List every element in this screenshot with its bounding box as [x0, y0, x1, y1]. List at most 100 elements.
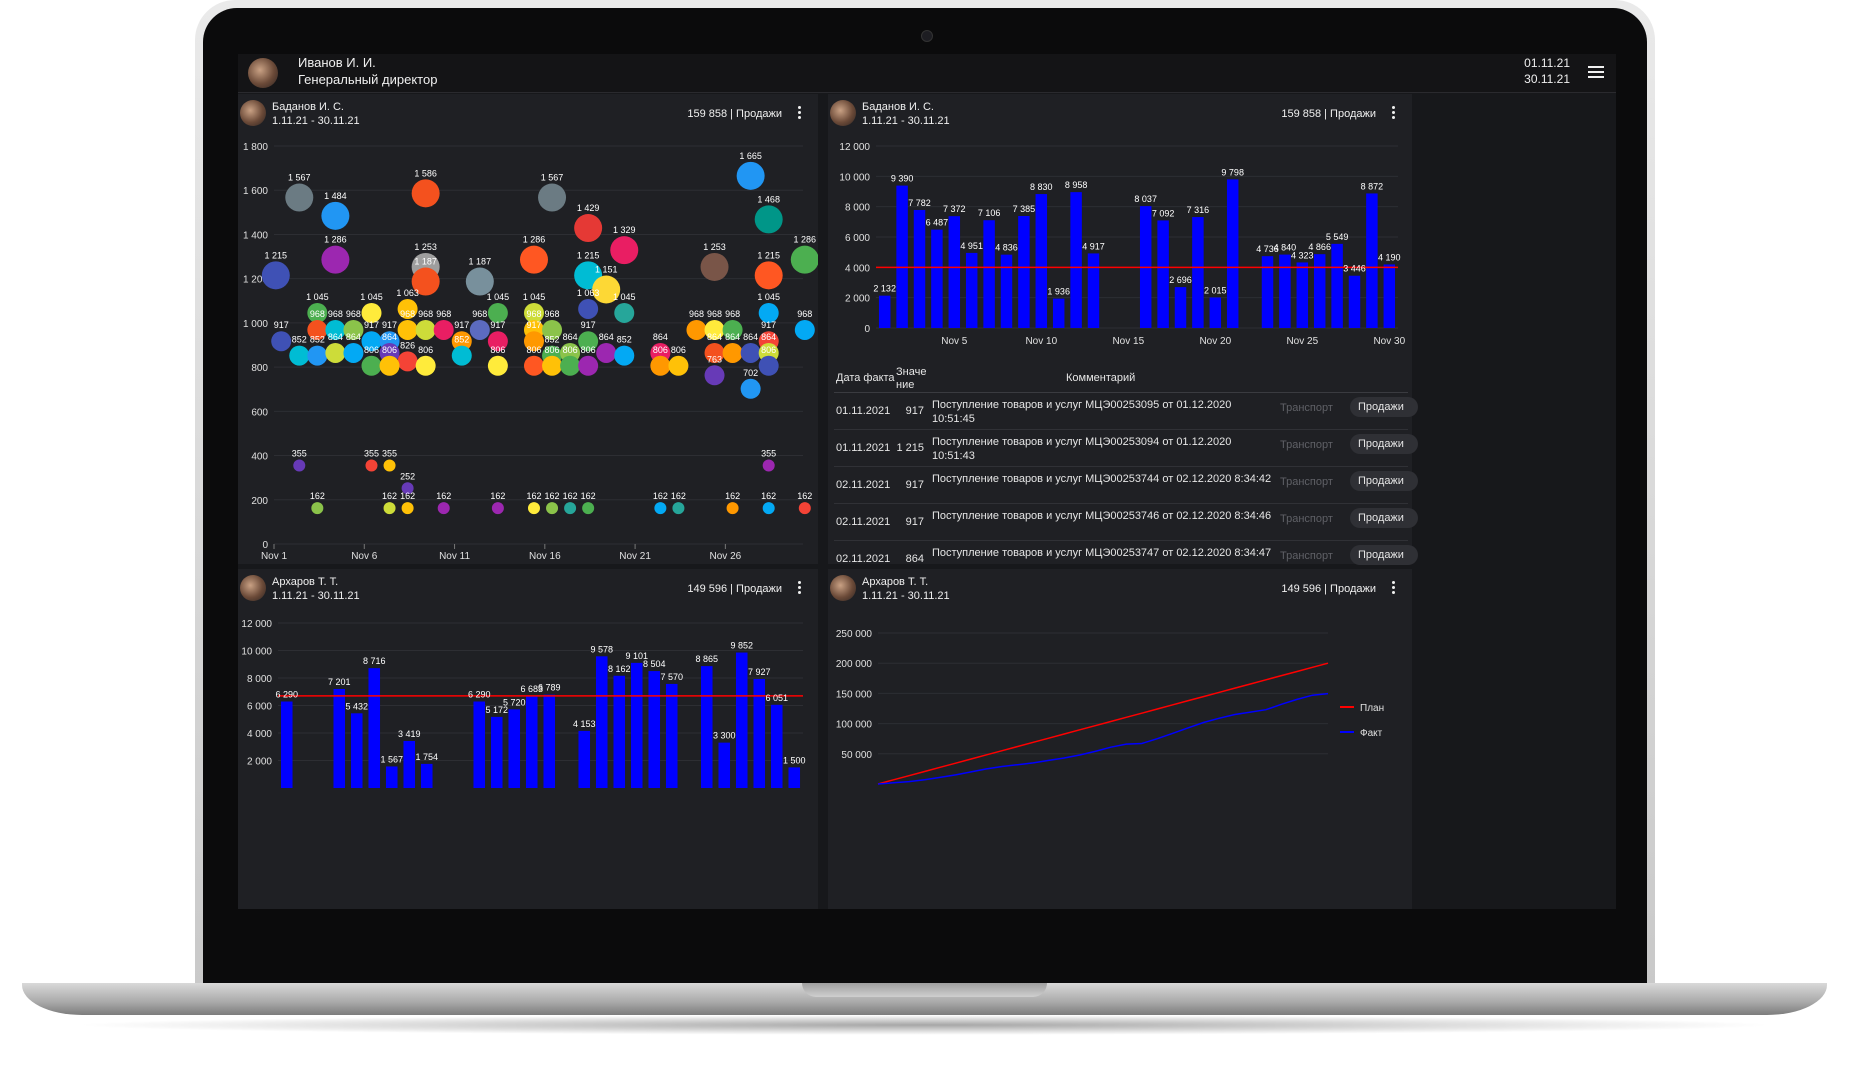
data-label: 864	[382, 332, 397, 342]
y-tick-label: 250 000	[836, 629, 873, 640]
daily-sales-bar-chart: 2 000 4 000 6 000 8 000 10 000 12 000 6 290 7 2…	[241, 619, 806, 788]
y-tick-label: 6 000	[845, 233, 870, 244]
bar	[948, 216, 961, 328]
manager-avatar[interactable]	[830, 100, 856, 126]
data-point	[325, 319, 346, 340]
row-value: 917	[905, 479, 924, 491]
data-label: 702	[743, 368, 758, 378]
bar	[1383, 264, 1396, 328]
manager-avatar[interactable]	[830, 575, 856, 601]
more-options-icon[interactable]	[798, 106, 802, 120]
data-label: 864	[653, 332, 668, 342]
bar	[1087, 253, 1100, 328]
table-row[interactable]: 02.11.2021 864 Поступление товаров и услуг…	[834, 541, 1418, 578]
user-avatar[interactable]	[248, 58, 278, 88]
hamburger-menu-icon[interactable]	[1588, 66, 1604, 78]
header-date[interactable]: Дата факта	[836, 372, 895, 384]
legend-label: Факт	[1360, 728, 1383, 739]
bar-label: 4 190	[1378, 252, 1401, 262]
bar-label: 7 106	[978, 208, 1001, 218]
bar	[473, 701, 486, 788]
data-point	[790, 245, 818, 274]
period-end: 30.11.21	[1524, 72, 1570, 86]
manager-avatar[interactable]	[240, 100, 266, 126]
row-comment: Поступление товаров и услуг МЦЭ00253094 …	[932, 436, 1232, 462]
data-point	[401, 502, 414, 515]
table-row[interactable]: 02.11.2021 917 Поступление товаров и услуг…	[834, 467, 1418, 504]
bar-label: 6 290	[468, 690, 491, 700]
y-tick-label: 2 000	[247, 757, 272, 768]
table-row[interactable]: 01.11.2021 917 Поступление товаров и услуг…	[834, 393, 1418, 430]
bar-label: 9 578	[590, 644, 613, 654]
data-point	[740, 378, 761, 399]
table-row[interactable]: 01.11.2021 1 215 Поступление товаров и усл…	[834, 430, 1418, 467]
bar	[1192, 217, 1204, 328]
data-point	[722, 319, 743, 340]
bar	[1070, 192, 1082, 328]
data-label: 162	[545, 491, 560, 501]
row-sales-button[interactable]: Продажи	[1350, 471, 1418, 491]
data-label: 252	[400, 471, 415, 481]
data-point	[704, 365, 725, 386]
data-label: 162	[526, 491, 541, 501]
data-label: 1 286	[523, 235, 546, 245]
data-label: 864	[743, 332, 758, 342]
header-value[interactable]: Значе ние	[896, 366, 927, 391]
data-point	[261, 261, 290, 290]
bar-label: 4 840	[1274, 243, 1297, 253]
data-label: 1 468	[757, 194, 780, 204]
data-point	[754, 205, 783, 234]
data-label: 968	[707, 309, 722, 319]
more-options-icon[interactable]	[798, 581, 802, 595]
panel-line: Архаров Т. Т. 1.11.21 - 30.11.21 149 596…	[828, 569, 1412, 909]
header-comment[interactable]: Комментарий	[1066, 372, 1136, 384]
data-point	[722, 342, 743, 363]
data-label: 968	[328, 309, 343, 319]
bar	[1018, 215, 1030, 328]
data-point	[762, 459, 775, 472]
data-point	[321, 245, 350, 274]
data-label: 917	[364, 320, 379, 330]
x-tick-label: Nov 25	[1286, 336, 1318, 347]
row-category-tag: Транспорт	[1280, 550, 1333, 562]
panel-total: 159 858 | Продажи	[687, 108, 782, 120]
row-sales-button[interactable]: Продажи	[1350, 545, 1418, 565]
data-point	[614, 302, 635, 323]
data-label: 162	[310, 491, 325, 501]
row-comment: Поступление товаров и услуг МЦЭ00253744 …	[932, 473, 1272, 485]
more-options-icon[interactable]	[1392, 106, 1396, 120]
row-sales-button[interactable]: Продажи	[1350, 397, 1418, 417]
data-label: 864	[563, 332, 578, 342]
y-tick-label: 1 400	[243, 230, 268, 241]
data-point	[542, 355, 563, 376]
data-point	[596, 342, 617, 363]
bar-label: 8 830	[1030, 182, 1053, 192]
data-point	[311, 502, 324, 515]
scatter-chart: 0 200 400 600 800 1 000 1 200 1 400 1 600 1 800 No…	[243, 142, 818, 562]
camera-icon	[921, 30, 933, 42]
row-value: 1 215	[896, 442, 924, 454]
data-point	[437, 502, 450, 515]
data-label: 968	[436, 309, 451, 319]
panel-period: 1.11.21 - 30.11.21	[272, 115, 360, 127]
bar-label: 7 782	[908, 198, 931, 208]
data-point	[704, 319, 725, 340]
more-options-icon[interactable]	[1392, 581, 1396, 595]
row-sales-button[interactable]: Продажи	[1350, 508, 1418, 528]
data-point	[538, 183, 567, 212]
manager-avatar[interactable]	[240, 575, 266, 601]
bar	[333, 688, 346, 788]
manager-name: Баданов И. С.	[862, 101, 934, 113]
data-point	[686, 319, 707, 340]
bar-label: 6 487	[926, 218, 949, 228]
row-sales-button[interactable]: Продажи	[1350, 434, 1418, 454]
table-row[interactable]: 02.11.2021 917 Поступление товаров и услуг…	[834, 504, 1418, 541]
data-label: 355	[761, 449, 776, 459]
data-label: 917	[581, 320, 596, 330]
data-label: 917	[382, 320, 397, 330]
y-tick-label: 0	[864, 324, 870, 335]
bar	[648, 671, 661, 788]
legend-label: План	[1360, 703, 1384, 714]
bar	[613, 675, 626, 788]
data-point	[321, 201, 350, 230]
